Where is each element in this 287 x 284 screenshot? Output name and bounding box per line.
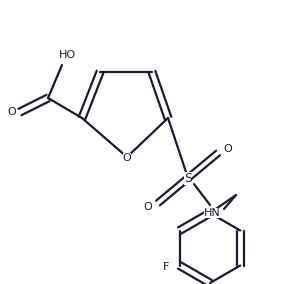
Text: HN: HN <box>203 208 220 218</box>
Text: HO: HO <box>59 50 75 60</box>
Text: O: O <box>123 153 131 163</box>
Text: O: O <box>224 144 232 154</box>
Text: O: O <box>144 202 152 212</box>
Text: F: F <box>162 262 169 273</box>
Text: S: S <box>184 172 192 185</box>
Text: O: O <box>8 107 16 117</box>
